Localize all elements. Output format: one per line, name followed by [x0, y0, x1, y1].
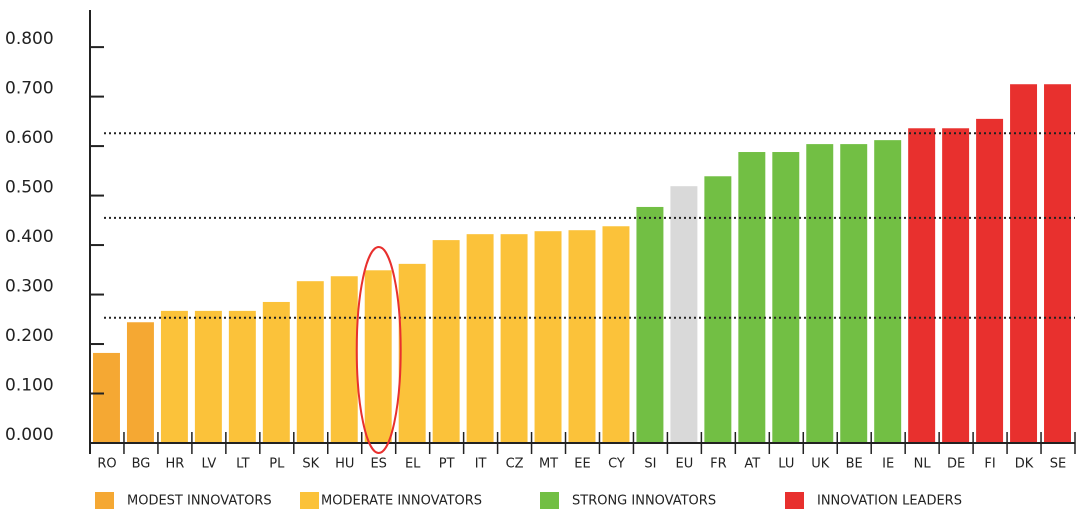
y-tick-label: 0.600 [5, 128, 54, 148]
bar [160, 310, 188, 443]
x-tick-label: NL [914, 457, 932, 472]
legend-swatch [785, 492, 804, 509]
bar [1044, 84, 1071, 443]
x-tick-label: SK [302, 457, 319, 472]
bar [568, 230, 596, 443]
y-tick-label: 0.200 [5, 326, 54, 346]
y-tick-label: 0.800 [5, 29, 54, 49]
x-tick-label: LU [778, 457, 794, 472]
bar [126, 322, 154, 443]
bar [296, 281, 324, 443]
x-tick-label: PL [269, 457, 285, 472]
x-tick-label: ES [370, 457, 386, 472]
bar [738, 152, 766, 444]
y-tick-label: 0.100 [5, 376, 54, 396]
y-tick-label: 0.700 [5, 79, 54, 99]
y-tick-label: 0.500 [5, 178, 54, 198]
bar [500, 234, 528, 443]
x-tick-label: IT [475, 457, 487, 472]
bar [398, 263, 426, 443]
bar [942, 128, 970, 443]
x-tick-label: LV [202, 457, 217, 472]
legend-label: INNOVATION LEADERS [817, 494, 962, 509]
bar [432, 240, 460, 443]
x-tick-label: CY [608, 457, 625, 472]
x-tick-label: SE [1050, 457, 1066, 472]
x-tick-label: HU [335, 457, 354, 472]
legend-label: MODERATE INNOVATORS [321, 494, 482, 509]
x-tick-label: CZ [506, 457, 524, 472]
x-tick-label: BG [132, 457, 151, 472]
bar [772, 152, 800, 444]
bar [364, 270, 392, 443]
bar [194, 310, 222, 443]
legend-label: MODEST INNOVATORS [127, 494, 272, 509]
bar [874, 140, 902, 443]
x-tick-label: MT [539, 457, 558, 472]
bar [228, 310, 256, 443]
bar [840, 144, 868, 443]
x-tick-label: FR [710, 457, 727, 472]
x-tick-label: PT [439, 457, 455, 472]
x-tick-label: EE [574, 457, 590, 472]
bar [908, 128, 936, 443]
legend-swatch [300, 492, 319, 509]
bar [330, 276, 358, 443]
x-tick-label: LT [236, 457, 249, 472]
x-tick-label: UK [811, 457, 830, 472]
x-tick-label: FI [984, 457, 995, 472]
bar [262, 301, 290, 443]
x-tick-label: DK [1015, 457, 1034, 472]
bar [704, 176, 732, 443]
bar [602, 226, 630, 443]
y-tick-label: 0.400 [5, 227, 54, 247]
bar [466, 234, 494, 443]
legend-swatch [540, 492, 559, 509]
bar [1010, 84, 1038, 443]
bar [976, 118, 1004, 444]
legend-label: STRONG INNOVATORS [572, 494, 716, 509]
x-tick-label: RO [97, 457, 116, 472]
x-tick-label: EL [405, 457, 421, 472]
x-tick-label: DE [947, 457, 965, 472]
x-tick-label: IE [882, 457, 894, 472]
x-tick-label: SI [644, 457, 656, 472]
x-tick-label: EU [676, 457, 694, 472]
x-tick-label: HR [166, 457, 185, 472]
bar [93, 352, 120, 443]
bar [636, 206, 664, 443]
legend-swatch [95, 492, 114, 509]
highlight [355, 246, 402, 454]
bar [534, 231, 562, 443]
x-tick-label: AT [744, 457, 760, 472]
x-tick-label: BE [846, 457, 863, 472]
y-tick-label: 0.000 [5, 425, 54, 445]
bar [670, 186, 698, 444]
bar [806, 144, 834, 443]
y-tick-label: 0.300 [5, 277, 54, 297]
